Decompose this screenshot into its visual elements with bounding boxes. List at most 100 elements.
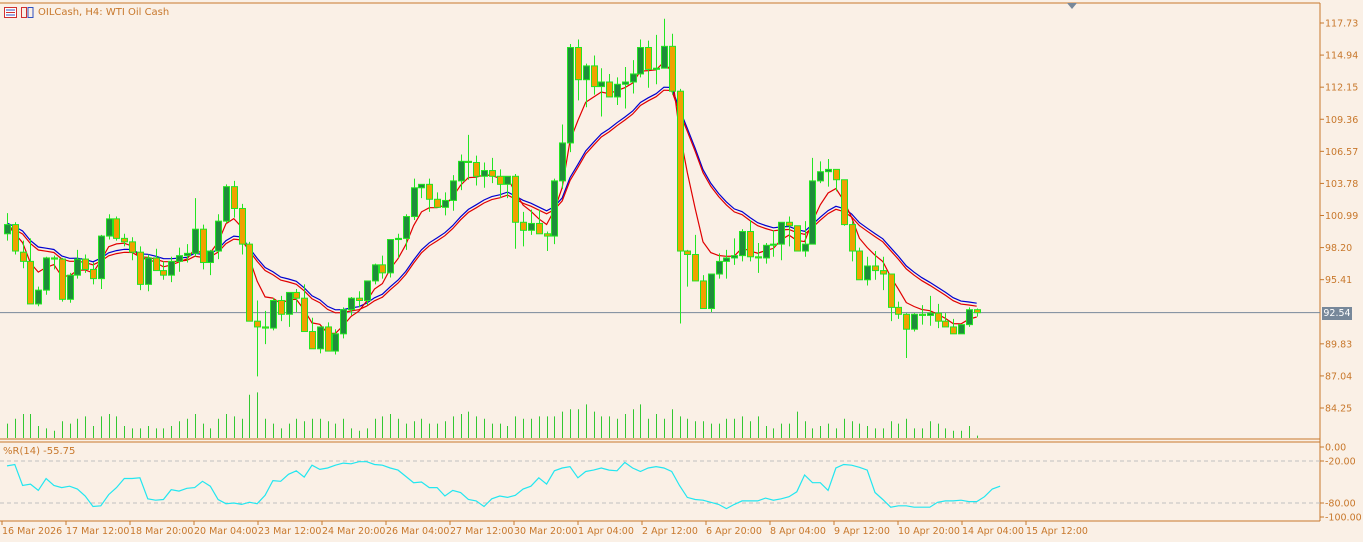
bull-candle (653, 67, 660, 70)
bear-candle (888, 273, 895, 308)
bear-candle (880, 270, 887, 275)
bear-candle (465, 160, 472, 163)
bear-candle (755, 256, 762, 259)
bear-candle (645, 46, 652, 70)
bull-candle (340, 309, 347, 335)
time-axis-label: 23 Mar 12:00 (258, 526, 321, 537)
chart-window-icon[interactable] (21, 7, 34, 18)
bear-candle (950, 326, 957, 335)
price-tick-label: 84.25 (1325, 404, 1352, 415)
bull-candle (223, 186, 230, 222)
bull-candle (661, 45, 668, 69)
bull-candle (614, 83, 621, 98)
ma-slow-red-line (6, 89, 977, 314)
bear-candle (677, 90, 684, 252)
time-axis-label: 1 Apr 04:00 (578, 526, 634, 537)
bear-candle (520, 221, 527, 231)
bear-candle (544, 233, 551, 237)
bear-candle (473, 161, 480, 177)
bear-candle (129, 241, 136, 253)
chart-shift-marker[interactable] (1067, 3, 1077, 9)
time-axis-label: 17 Mar 12:00 (66, 526, 129, 537)
bear-candle (20, 251, 27, 262)
price-tick-label: 103.78 (1325, 179, 1358, 190)
time-axis-label: 27 Mar 12:00 (450, 526, 513, 537)
bull-candle (731, 255, 738, 259)
bull-candle (192, 228, 199, 254)
bull-candle (723, 257, 730, 262)
bear-candle (489, 170, 496, 177)
price-tick-label: 89.83 (1325, 339, 1352, 350)
time-axis-label: 18 Mar 20:00 (130, 526, 193, 537)
price-tick-label: 95.41 (1325, 275, 1352, 286)
bear-candle (356, 297, 363, 301)
bull-candle (927, 312, 934, 316)
chart-title-text: OILCash, H4: WTI Oil Cash (38, 7, 170, 18)
price-tick-label: 117.73 (1325, 19, 1358, 30)
bear-candle (51, 257, 58, 260)
bull-candle (332, 333, 339, 352)
symbol-list-icon[interactable] (4, 7, 17, 18)
time-axis-label: 8 Apr 04:00 (770, 526, 826, 537)
bull-candle (450, 180, 457, 201)
bull-candle (637, 46, 644, 75)
bull-candle (387, 239, 394, 274)
bull-candle (817, 171, 824, 182)
bear-candle (497, 175, 504, 185)
bear-candle (293, 291, 300, 299)
bull-candle (630, 73, 637, 83)
bull-candle (67, 274, 74, 300)
bull-candle (551, 180, 558, 237)
bear-candle (536, 222, 543, 235)
bull-candle (559, 142, 566, 182)
volume-bars (7, 392, 978, 438)
wpr-tick-label: -100.00 (1325, 513, 1362, 524)
price-tick-label: 98.20 (1325, 243, 1352, 254)
bear-candle (833, 168, 840, 181)
bull-candle (403, 216, 410, 239)
bull-candle (622, 81, 629, 85)
bear-candle (935, 312, 942, 322)
price-tick-label: 87.04 (1325, 371, 1352, 382)
bear-candle (849, 224, 856, 252)
bear-candle (113, 218, 120, 239)
bear-candle (12, 224, 19, 252)
bull-candle (458, 160, 465, 182)
wpr-tick-label: 0.00 (1325, 443, 1346, 454)
bear-candle (309, 331, 316, 350)
bull-candle (168, 260, 175, 276)
bull-candle (106, 218, 113, 237)
bull-candle (739, 230, 746, 257)
bull-candle (184, 252, 191, 257)
bull-candle (35, 289, 42, 305)
bull-candle (270, 299, 277, 329)
bull-candle (966, 309, 973, 326)
time-axis-label: 30 Mar 20:00 (514, 526, 577, 537)
current-price-tag: 92.54 (1322, 307, 1352, 320)
bear-candle (591, 65, 598, 88)
bear-candle (974, 309, 981, 314)
bear-candle (786, 221, 793, 227)
bull-candle (145, 257, 152, 285)
wpr-tick-label: -20.00 (1325, 457, 1356, 468)
time-axis-label: 2 Apr 12:00 (642, 526, 698, 537)
bear-candle (301, 297, 308, 333)
bull-candle (176, 255, 183, 262)
bear-candle (606, 81, 613, 98)
bull-candle (864, 265, 871, 281)
bull-candle (442, 199, 449, 208)
bull-candle (317, 326, 324, 350)
bear-candle (903, 313, 910, 330)
price-tick-label: 114.94 (1325, 51, 1358, 62)
bull-candle (215, 220, 222, 252)
time-axis-label: 15 Apr 12:00 (1026, 526, 1088, 537)
price-tick-label: 100.99 (1325, 211, 1358, 222)
bear-candle (246, 243, 253, 322)
time-axis-label: 9 Apr 12:00 (834, 526, 890, 537)
bear-candle (841, 179, 848, 226)
bear-candle (160, 270, 167, 276)
ma-slow-blue-line (6, 86, 977, 311)
bull-candle (504, 175, 511, 185)
bear-candle (278, 299, 285, 315)
